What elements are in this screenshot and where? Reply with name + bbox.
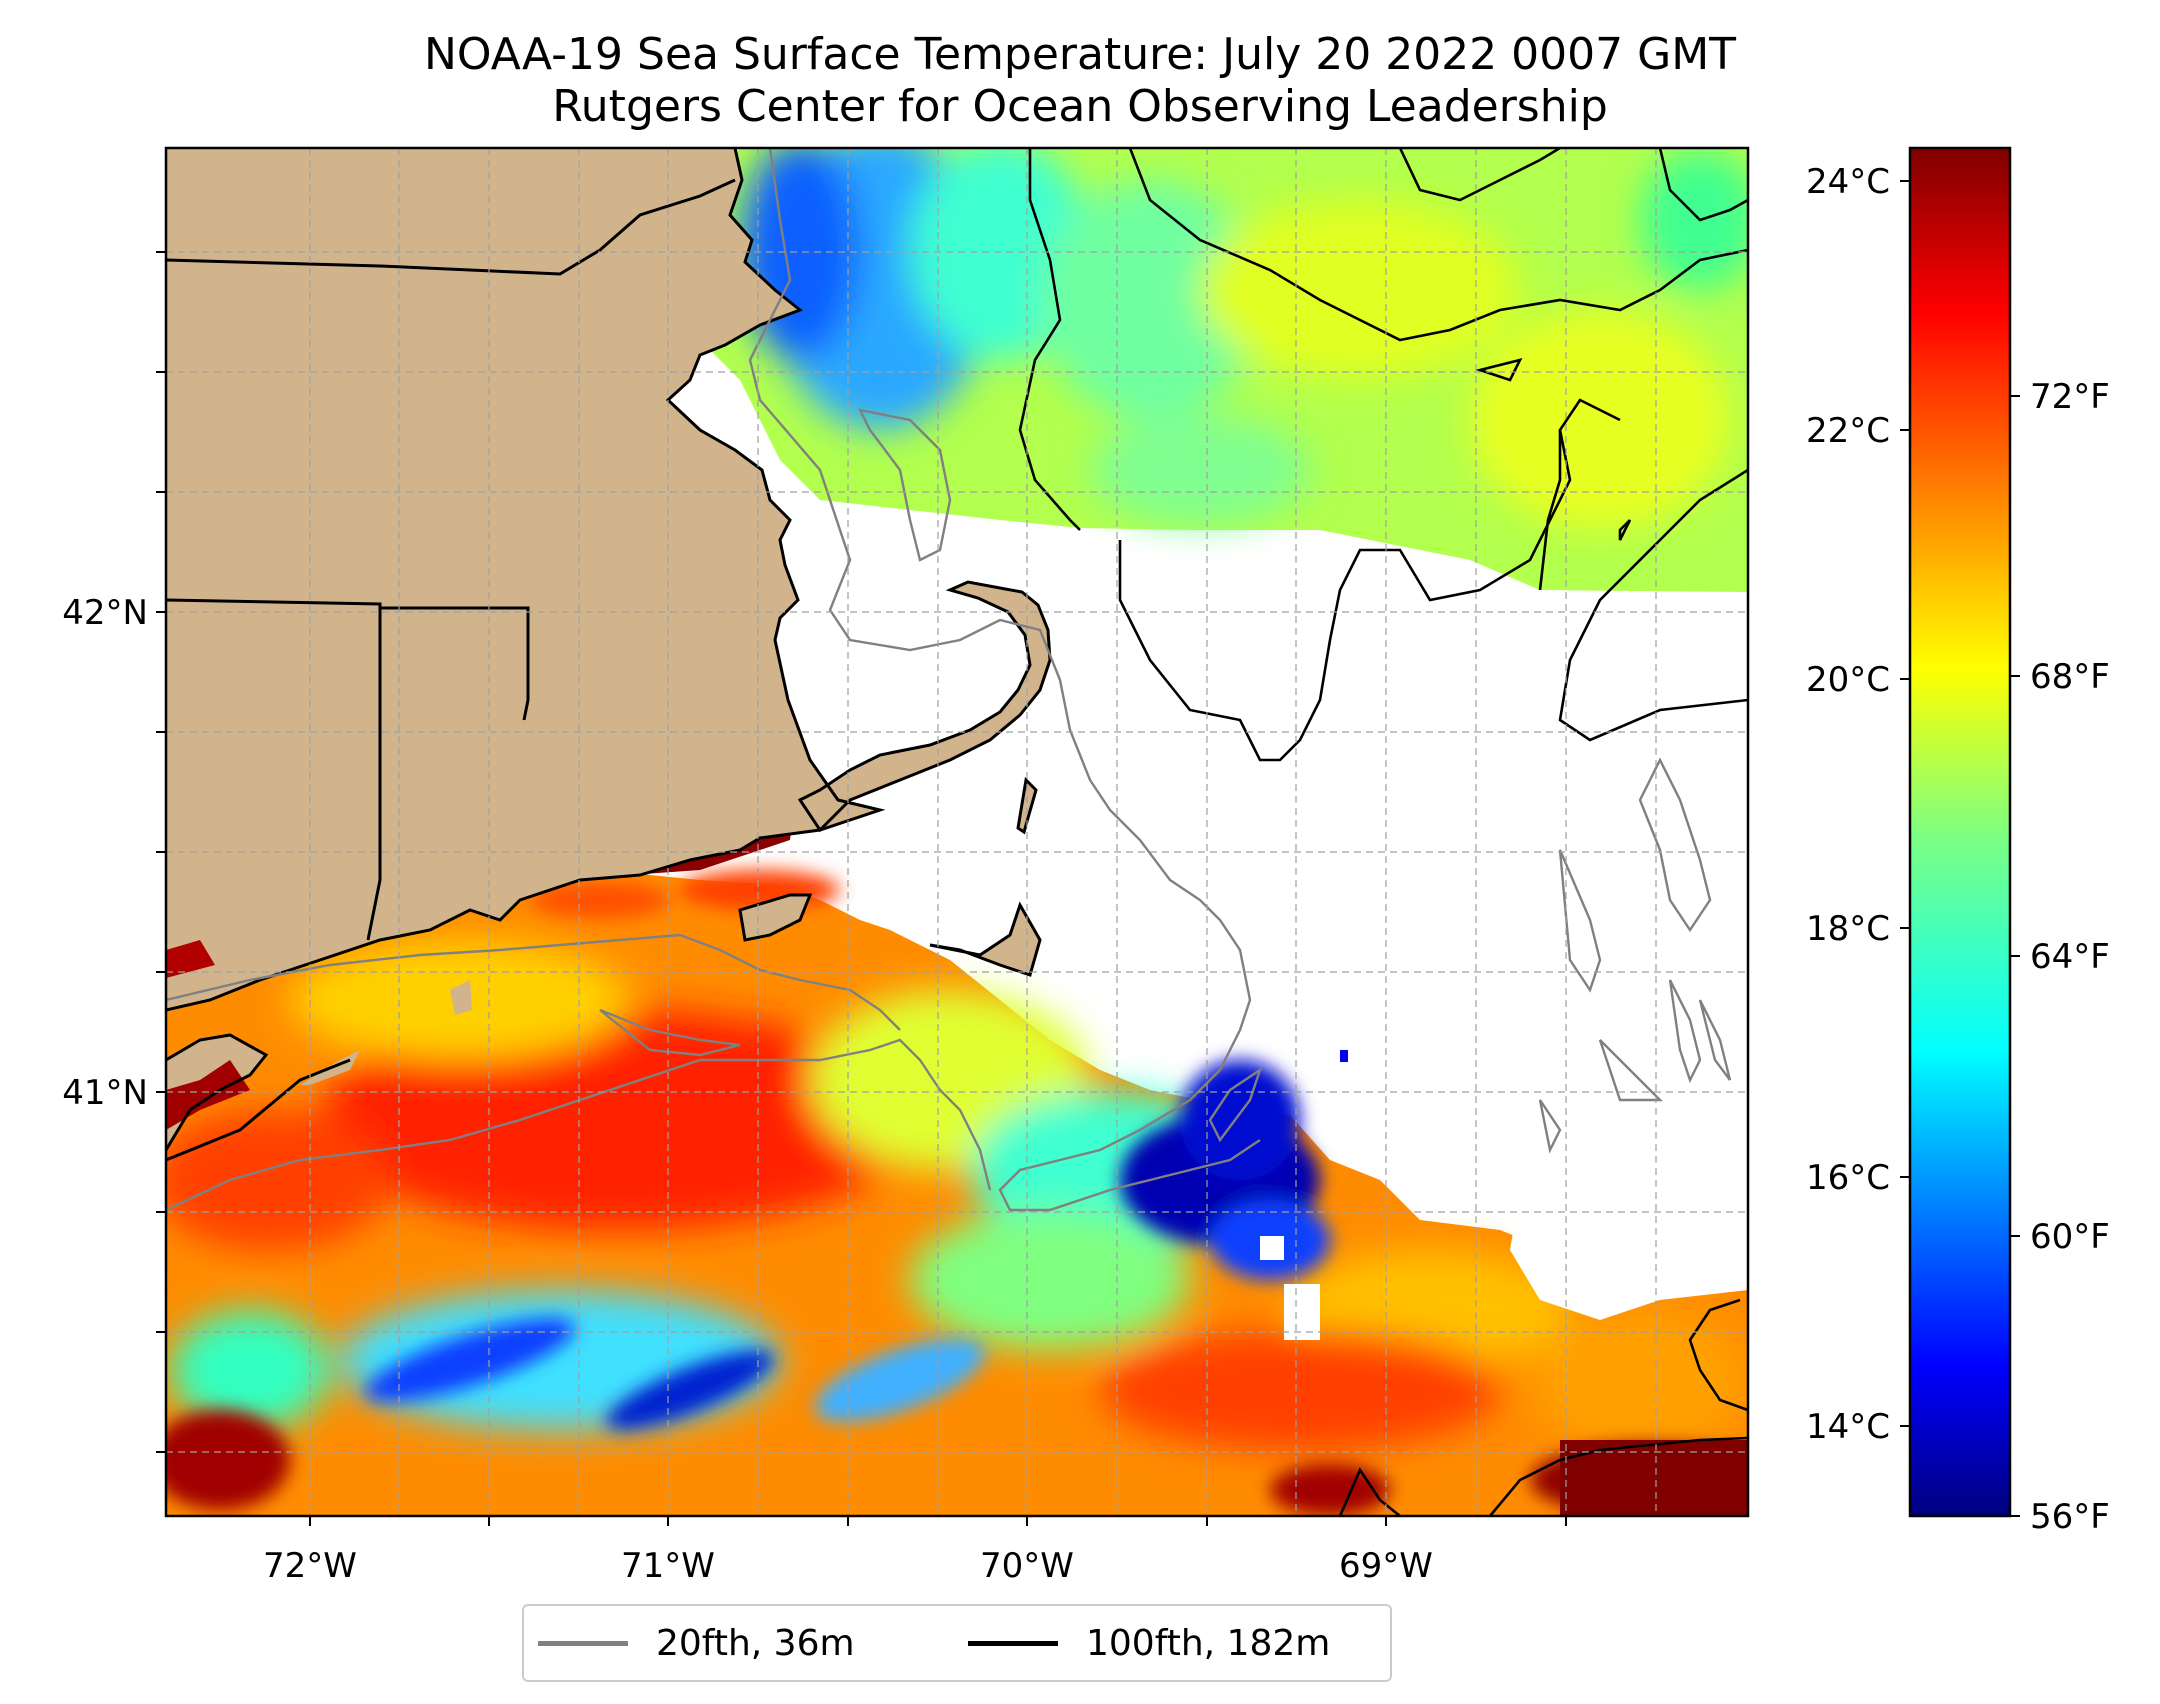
lat-label-41n: 41°N bbox=[62, 1073, 148, 1113]
map-subtitle: Rutgers Center for Ocean Observing Leade… bbox=[552, 81, 1608, 132]
cb-label-24c: 24°C bbox=[1806, 162, 1890, 202]
legend-label-100fth: 100fth, 182m bbox=[1086, 1622, 1331, 1664]
state-boundaries bbox=[166, 178, 736, 941]
isobath-legend: 20fth, 36m 100fth, 182m bbox=[522, 1604, 1392, 1682]
legend-label-20fth: 20fth, 36m bbox=[656, 1622, 855, 1664]
colorbar bbox=[1908, 146, 2012, 1518]
cb-label-56f: 56°F bbox=[2030, 1497, 2110, 1537]
colorbar-celsius-ticks bbox=[1900, 180, 1910, 1427]
map-title: NOAA-19 Sea Surface Temperature: July 20… bbox=[423, 29, 1737, 80]
cb-label-22c: 22°C bbox=[1806, 411, 1890, 451]
map-frame bbox=[164, 146, 1750, 1518]
legend-line-black bbox=[968, 1640, 1058, 1646]
lon-label-71w: 71°W bbox=[621, 1546, 715, 1586]
lon-label-70w: 70°W bbox=[980, 1546, 1074, 1586]
lat-label-42n: 42°N bbox=[62, 593, 148, 633]
cb-label-64f: 64°F bbox=[2030, 937, 2110, 977]
cb-label-20c: 20°C bbox=[1806, 660, 1890, 700]
lon-label-69w: 69°W bbox=[1339, 1546, 1433, 1586]
cb-label-18c: 18°C bbox=[1806, 909, 1890, 949]
legend-item-100fth: 100fth, 182m bbox=[968, 1606, 1330, 1680]
cb-label-14c: 14°C bbox=[1806, 1407, 1890, 1447]
legend-item-20fth: 20fth, 36m bbox=[538, 1606, 855, 1680]
gridlines bbox=[166, 148, 1748, 1516]
lon-label-72w: 72°W bbox=[263, 1546, 357, 1586]
map-area bbox=[166, 148, 1748, 1516]
cb-label-68f: 68°F bbox=[2030, 657, 2110, 697]
legend-line-gray bbox=[538, 1640, 628, 1646]
cb-label-60f: 60°F bbox=[2030, 1217, 2110, 1257]
isobath-20fth bbox=[166, 148, 1732, 1212]
cb-label-72f: 72°F bbox=[2030, 377, 2110, 417]
cb-label-16c: 16°C bbox=[1806, 1158, 1890, 1198]
colorbar-fahrenheit-ticks bbox=[2010, 395, 2020, 1517]
axis-ticks bbox=[156, 251, 1567, 1526]
